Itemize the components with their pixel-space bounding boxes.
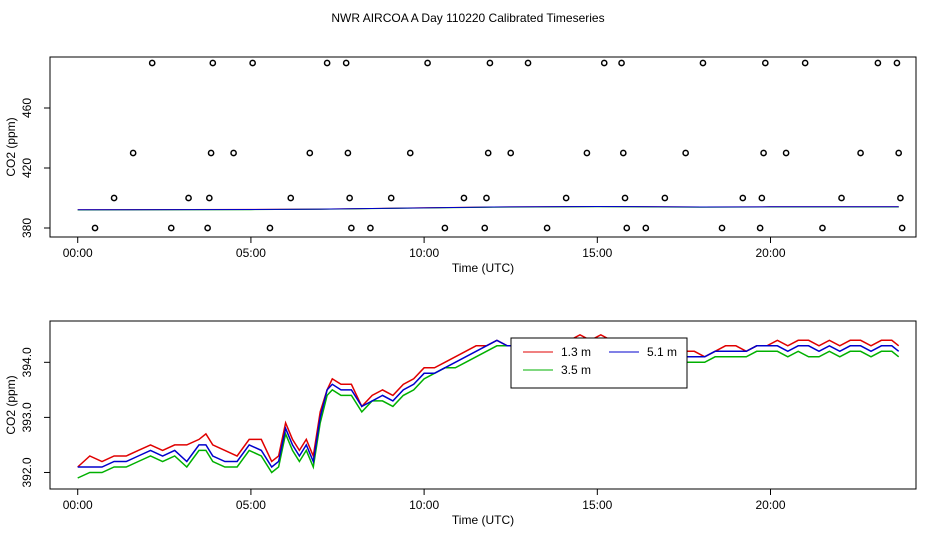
- data-point: [129, 149, 137, 157]
- y-tick-label: 394.0: [20, 347, 34, 377]
- x-tick-label: 20:00: [755, 246, 785, 260]
- legend-label: 5.1 m: [647, 345, 677, 359]
- data-point: [486, 59, 494, 67]
- data-point: [583, 149, 591, 157]
- data-point: [895, 149, 903, 157]
- data-point: [348, 224, 355, 232]
- x-tick-label: 15:00: [582, 498, 612, 512]
- data-point: [897, 194, 904, 202]
- data-point: [306, 149, 314, 157]
- data-point: [718, 224, 726, 232]
- data-point: [838, 194, 845, 202]
- data-point: [205, 194, 213, 202]
- data-point: [760, 149, 767, 157]
- data-point: [387, 194, 395, 202]
- data-point: [91, 224, 99, 232]
- data-point: [898, 224, 906, 232]
- data-point: [481, 224, 489, 232]
- data-point: [367, 224, 374, 232]
- y-tick-label: 460: [20, 98, 34, 118]
- data-point: [562, 194, 570, 202]
- data-point: [207, 149, 215, 157]
- data-point: [642, 224, 650, 232]
- x-axis-label: Time (UTC): [452, 513, 514, 527]
- legend-label: 3.5 m: [561, 363, 591, 377]
- data-point: [209, 59, 217, 67]
- plot-frame: [49, 320, 917, 490]
- data-point: [758, 194, 766, 202]
- data-point: [342, 59, 350, 67]
- data-point: [600, 59, 608, 67]
- data-point: [287, 194, 295, 202]
- top-panel: 00:00 05:00 10:00 15:00 20:00 380 420 460 Time (…: [4, 56, 917, 275]
- y-axis-label: CO2 (ppm): [4, 375, 18, 434]
- bottom-panel: 00:00 05:00 10:00 15:00 20:00 392.0 393.0 394.0…: [4, 320, 917, 527]
- data-point: [110, 194, 118, 202]
- legend-label: 1.3 m: [561, 345, 591, 359]
- series-line-35m: [77, 345, 900, 479]
- data-point: [323, 59, 331, 67]
- plot-frame: [49, 56, 917, 238]
- data-point: [761, 59, 769, 67]
- x-tick-label: 15:00: [582, 246, 612, 260]
- data-point: [204, 224, 211, 232]
- data-point: [483, 194, 490, 202]
- data-point: [682, 149, 689, 157]
- data-point: [543, 224, 551, 232]
- data-point: [893, 59, 901, 67]
- data-point: [524, 59, 532, 67]
- data-point: [346, 194, 353, 202]
- data-point: [661, 194, 669, 202]
- x-axis-label: Time (UTC): [452, 261, 514, 275]
- data-point: [185, 194, 192, 202]
- data-point: [739, 194, 747, 202]
- data-point: [148, 59, 156, 67]
- data-point: [819, 224, 826, 232]
- data-point: [874, 59, 882, 67]
- series-line-51m: [77, 339, 900, 469]
- data-point: [618, 59, 625, 67]
- x-tick-label: 20:00: [755, 498, 785, 512]
- y-tick-label: 420: [20, 158, 34, 178]
- y-tick-label: 380: [20, 218, 34, 238]
- x-tick-label: 10:00: [409, 498, 439, 512]
- data-point: [782, 149, 790, 157]
- data-point: [249, 59, 256, 67]
- x-tick-label: 05:00: [236, 498, 266, 512]
- y-tick-label: 392.0: [20, 457, 34, 487]
- data-point: [699, 59, 707, 67]
- data-point: [167, 224, 175, 232]
- y-axis-label: CO2 (ppm): [4, 117, 18, 176]
- x-tick-label: 05:00: [236, 246, 266, 260]
- data-point: [756, 224, 764, 232]
- series-line-51m: [77, 205, 899, 211]
- data-point: [857, 149, 864, 157]
- data-point: [484, 149, 492, 157]
- data-point: [344, 149, 352, 157]
- data-point: [621, 194, 629, 202]
- data-point: [266, 224, 274, 232]
- series-line-13m: [77, 333, 900, 468]
- data-point: [406, 149, 414, 157]
- legend-box: [510, 337, 688, 389]
- y-tick-label: 393.0: [20, 402, 34, 432]
- chart-title: NWR AIRCOA A Day 110220 Calibrated Times…: [331, 11, 604, 25]
- data-point: [460, 194, 468, 202]
- data-point: [424, 59, 431, 67]
- data-point: [230, 149, 237, 157]
- x-tick-label: 00:00: [63, 498, 93, 512]
- data-point: [623, 224, 631, 232]
- x-tick-label: 00:00: [63, 246, 93, 260]
- x-tick-label: 10:00: [409, 246, 439, 260]
- data-point: [801, 59, 809, 67]
- data-point: [507, 149, 515, 157]
- data-point: [441, 224, 449, 232]
- data-point: [619, 149, 627, 157]
